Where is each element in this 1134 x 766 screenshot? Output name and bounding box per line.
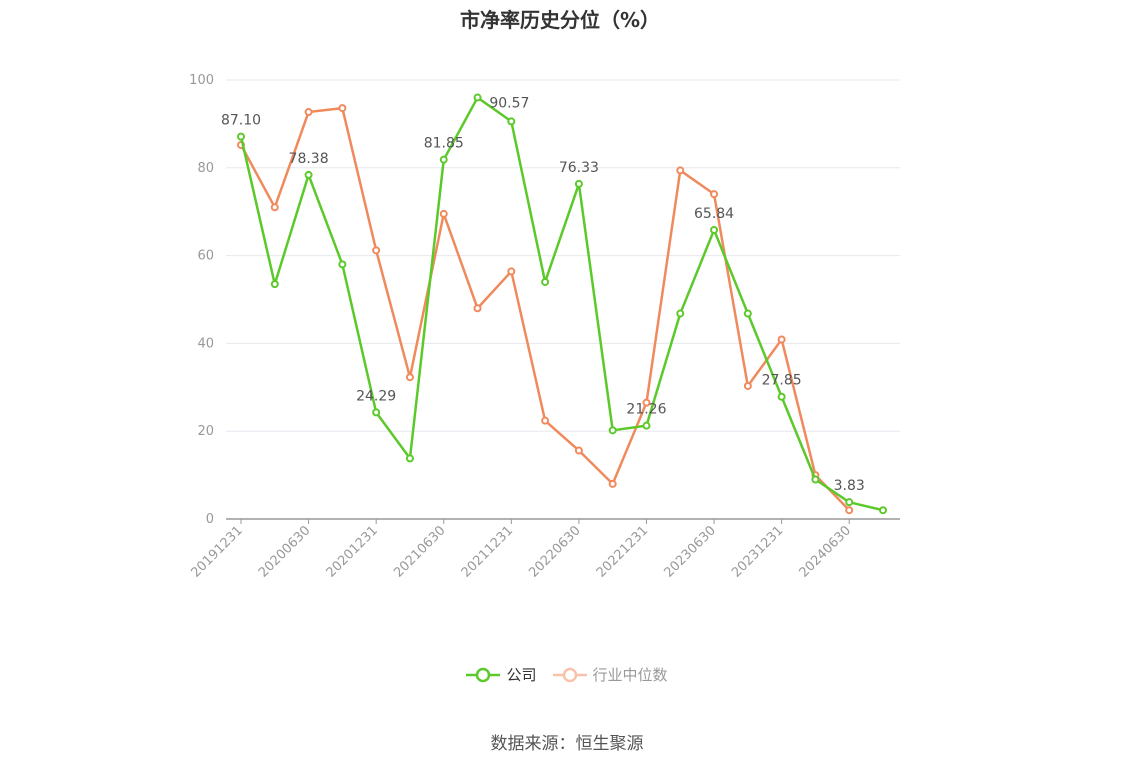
data-point-company [338, 260, 347, 269]
data-label-company: 3.83 [834, 478, 865, 494]
source-note: 数据来源：恒生聚源 [490, 734, 644, 754]
data-point-company [507, 117, 516, 126]
data-point-industry [270, 203, 279, 212]
data-point-company [879, 506, 887, 515]
data-label-company: 21.26 [626, 402, 666, 418]
series-line-company [239, 96, 884, 512]
data-point-company [811, 475, 820, 484]
x-tick-label: 20200630 [256, 523, 313, 580]
data-point-company [642, 421, 651, 430]
data-point-industry [473, 304, 482, 313]
data-point-company [541, 277, 550, 286]
data-label-company: 24.29 [356, 388, 396, 404]
data-point-industry [405, 373, 414, 382]
y-tick-label: 60 [197, 249, 214, 264]
x-tick-label: 20201231 [324, 523, 381, 580]
data-label-company: 90.57 [489, 95, 529, 111]
y-tick-label: 20 [197, 424, 214, 439]
legend-item-industry[interactable]: 行业中位数 [552, 664, 668, 685]
data-point-company [710, 225, 719, 234]
data-label-company: 78.38 [289, 151, 329, 167]
data-point-company [777, 392, 786, 401]
legend-marker-company [466, 667, 501, 682]
series-line-industry [239, 106, 851, 512]
data-point-company [237, 132, 245, 141]
data-label-company: 81.85 [424, 136, 464, 152]
data-point-company [304, 170, 313, 179]
data-point-industry [541, 416, 550, 425]
data-point-company [845, 498, 854, 507]
data-point-company [372, 408, 381, 417]
legend-label-industry: 行业中位数 [592, 666, 668, 684]
x-tick-label: 20220630 [526, 523, 583, 580]
legend-marker-industry [552, 667, 587, 682]
data-point-industry [372, 246, 381, 255]
data-point-industry [507, 267, 516, 276]
data-point-industry [338, 104, 347, 113]
data-label-company: 65.84 [694, 206, 734, 222]
data-point-company [473, 93, 482, 102]
data-point-company [608, 426, 617, 435]
data-label-company: 87.10 [221, 113, 261, 129]
data-label-company: 76.33 [559, 160, 599, 176]
y-tick-label: 80 [197, 161, 214, 176]
data-point-industry [777, 335, 786, 344]
x-tick-label: 20191231 [188, 523, 245, 580]
y-tick-label: 40 [197, 336, 214, 351]
x-tick-label: 20221231 [594, 523, 651, 580]
data-point-industry [710, 190, 719, 199]
data-point-industry [304, 108, 313, 117]
data-point-industry [845, 506, 854, 515]
x-tick-label: 20211231 [459, 523, 516, 580]
y-tick-label: 0 [206, 512, 214, 527]
legend-item-company[interactable]: 公司 [466, 664, 537, 685]
label-layer: 87.10 78.38 24.29 81.85 90.57 76.33 21.26 65.84… [221, 95, 865, 494]
data-point-company [439, 155, 448, 164]
data-point-company [405, 454, 414, 463]
y-tick-label: 100 [189, 73, 214, 88]
x-tick-label: 20210630 [391, 523, 448, 580]
legend: 公司 行业中位数 [0, 664, 1134, 685]
data-point-industry [676, 166, 685, 175]
x-tick-label: 20240630 [797, 523, 854, 580]
data-point-company [743, 309, 752, 318]
x-tick-label: 20231231 [729, 523, 786, 580]
data-point-company [676, 309, 685, 318]
legend-label-company: 公司 [506, 666, 537, 684]
series-layer [237, 93, 887, 515]
data-point-industry [608, 479, 617, 488]
data-point-company [270, 280, 279, 289]
data-point-industry [642, 398, 651, 407]
data-point-industry [439, 209, 448, 218]
data-point-industry [574, 446, 583, 455]
data-point-industry [743, 381, 752, 390]
x-tick-label: 20230630 [661, 523, 718, 580]
data-point-company [574, 179, 583, 188]
chart-title: 市净率历史分位（%） [459, 8, 661, 32]
data-label-company: 27.85 [762, 373, 802, 389]
